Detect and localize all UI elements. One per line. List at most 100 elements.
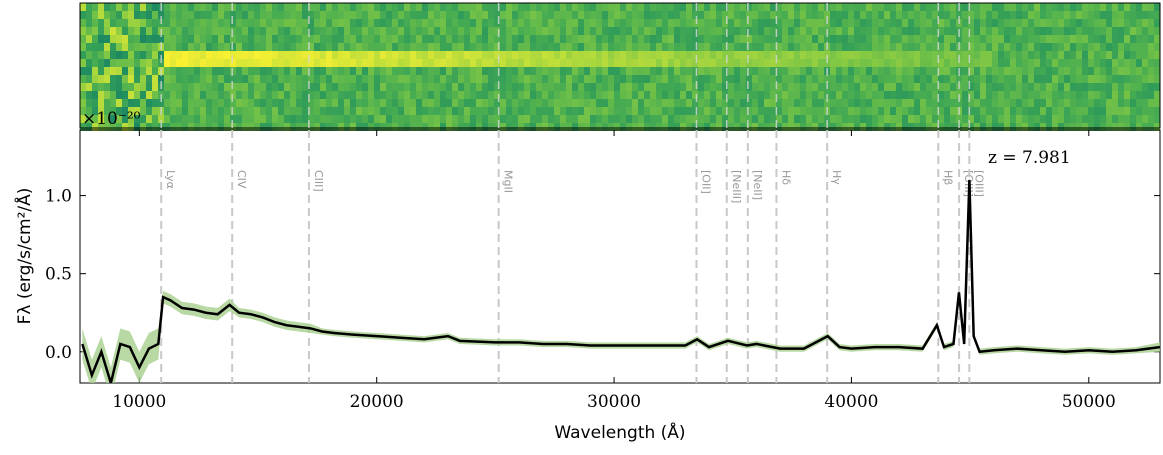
image-pixel — [578, 11, 584, 19]
image-pixel — [266, 83, 272, 91]
image-pixel — [1154, 59, 1160, 67]
image-pixel — [896, 123, 902, 131]
image-pixel — [386, 123, 392, 131]
image-pixel — [164, 91, 170, 99]
image-pixel — [572, 43, 578, 51]
image-pixel — [752, 27, 758, 35]
image-pixel — [236, 75, 242, 83]
image-pixel — [1016, 99, 1022, 107]
image-pixel — [866, 27, 872, 35]
image-pixel — [1034, 67, 1040, 75]
image-pixel — [176, 3, 182, 11]
image-pixel — [560, 75, 566, 83]
image-pixel — [626, 75, 632, 83]
image-pixel — [722, 35, 728, 43]
image-pixel — [194, 35, 200, 43]
image-pixel — [416, 43, 422, 51]
image-pixel — [776, 91, 782, 99]
image-pixel — [830, 35, 836, 43]
image-pixel — [224, 107, 230, 115]
image-pixel — [482, 107, 488, 115]
image-pixel — [710, 59, 716, 67]
image-pixel — [164, 59, 170, 67]
image-pixel — [980, 99, 986, 107]
image-pixel — [488, 11, 494, 19]
image-pixel — [116, 35, 122, 43]
image-pixel — [350, 51, 356, 59]
image-pixel — [758, 3, 764, 11]
image-pixel — [1136, 11, 1142, 19]
image-pixel — [344, 59, 350, 67]
image-pixel — [446, 99, 452, 107]
image-pixel — [644, 115, 650, 123]
image-pixel — [86, 19, 92, 27]
image-pixel — [656, 3, 662, 11]
image-pixel — [1100, 115, 1106, 123]
image-pixel — [632, 115, 638, 123]
image-pixel — [314, 91, 320, 99]
image-pixel — [938, 123, 944, 131]
image-pixel — [626, 43, 632, 51]
image-pixel — [518, 51, 524, 59]
image-pixel — [572, 107, 578, 115]
image-pixel — [956, 75, 962, 83]
image-pixel — [872, 75, 878, 83]
image-pixel — [146, 59, 152, 67]
image-pixel — [1154, 27, 1160, 35]
image-pixel — [758, 67, 764, 75]
image-pixel — [650, 67, 656, 75]
image-pixel — [638, 123, 644, 131]
image-pixel — [818, 11, 824, 19]
image-pixel — [986, 115, 992, 123]
image-pixel — [890, 11, 896, 19]
image-pixel — [146, 99, 152, 107]
image-pixel — [362, 67, 368, 75]
image-pixel — [290, 75, 296, 83]
image-pixel — [1040, 51, 1046, 59]
image-pixel — [140, 91, 146, 99]
image-pixel — [644, 123, 650, 131]
image-pixel — [1094, 3, 1100, 11]
image-pixel — [278, 99, 284, 107]
image-pixel — [434, 59, 440, 67]
image-pixel — [614, 27, 620, 35]
image-pixel — [212, 115, 218, 123]
image-pixel — [1022, 59, 1028, 67]
image-pixel — [284, 107, 290, 115]
image-pixel — [926, 91, 932, 99]
image-pixel — [620, 75, 626, 83]
image-pixel — [218, 83, 224, 91]
image-pixel — [620, 3, 626, 11]
image-pixel — [596, 123, 602, 131]
image-pixel — [1064, 75, 1070, 83]
image-pixel — [914, 19, 920, 27]
image-pixel — [590, 115, 596, 123]
image-pixel — [1010, 3, 1016, 11]
image-pixel — [488, 19, 494, 27]
image-pixel — [986, 3, 992, 11]
image-pixel — [218, 19, 224, 27]
image-pixel — [866, 99, 872, 107]
image-pixel — [428, 115, 434, 123]
image-pixel — [326, 91, 332, 99]
image-pixel — [1058, 43, 1064, 51]
image-pixel — [584, 11, 590, 19]
image-pixel — [92, 83, 98, 91]
image-pixel — [266, 75, 272, 83]
image-pixel — [1064, 11, 1070, 19]
image-pixel — [1070, 83, 1076, 91]
image-pixel — [416, 115, 422, 123]
image-pixel — [578, 115, 584, 123]
image-pixel — [170, 11, 176, 19]
image-pixel — [698, 75, 704, 83]
image-pixel — [182, 3, 188, 11]
image-pixel — [410, 27, 416, 35]
image-pixel — [218, 51, 224, 59]
image-pixel — [332, 99, 338, 107]
image-pixel — [542, 107, 548, 115]
image-pixel — [884, 67, 890, 75]
image-pixel — [278, 67, 284, 75]
image-pixel — [422, 83, 428, 91]
image-pixel — [536, 115, 542, 123]
image-pixel — [1088, 19, 1094, 27]
